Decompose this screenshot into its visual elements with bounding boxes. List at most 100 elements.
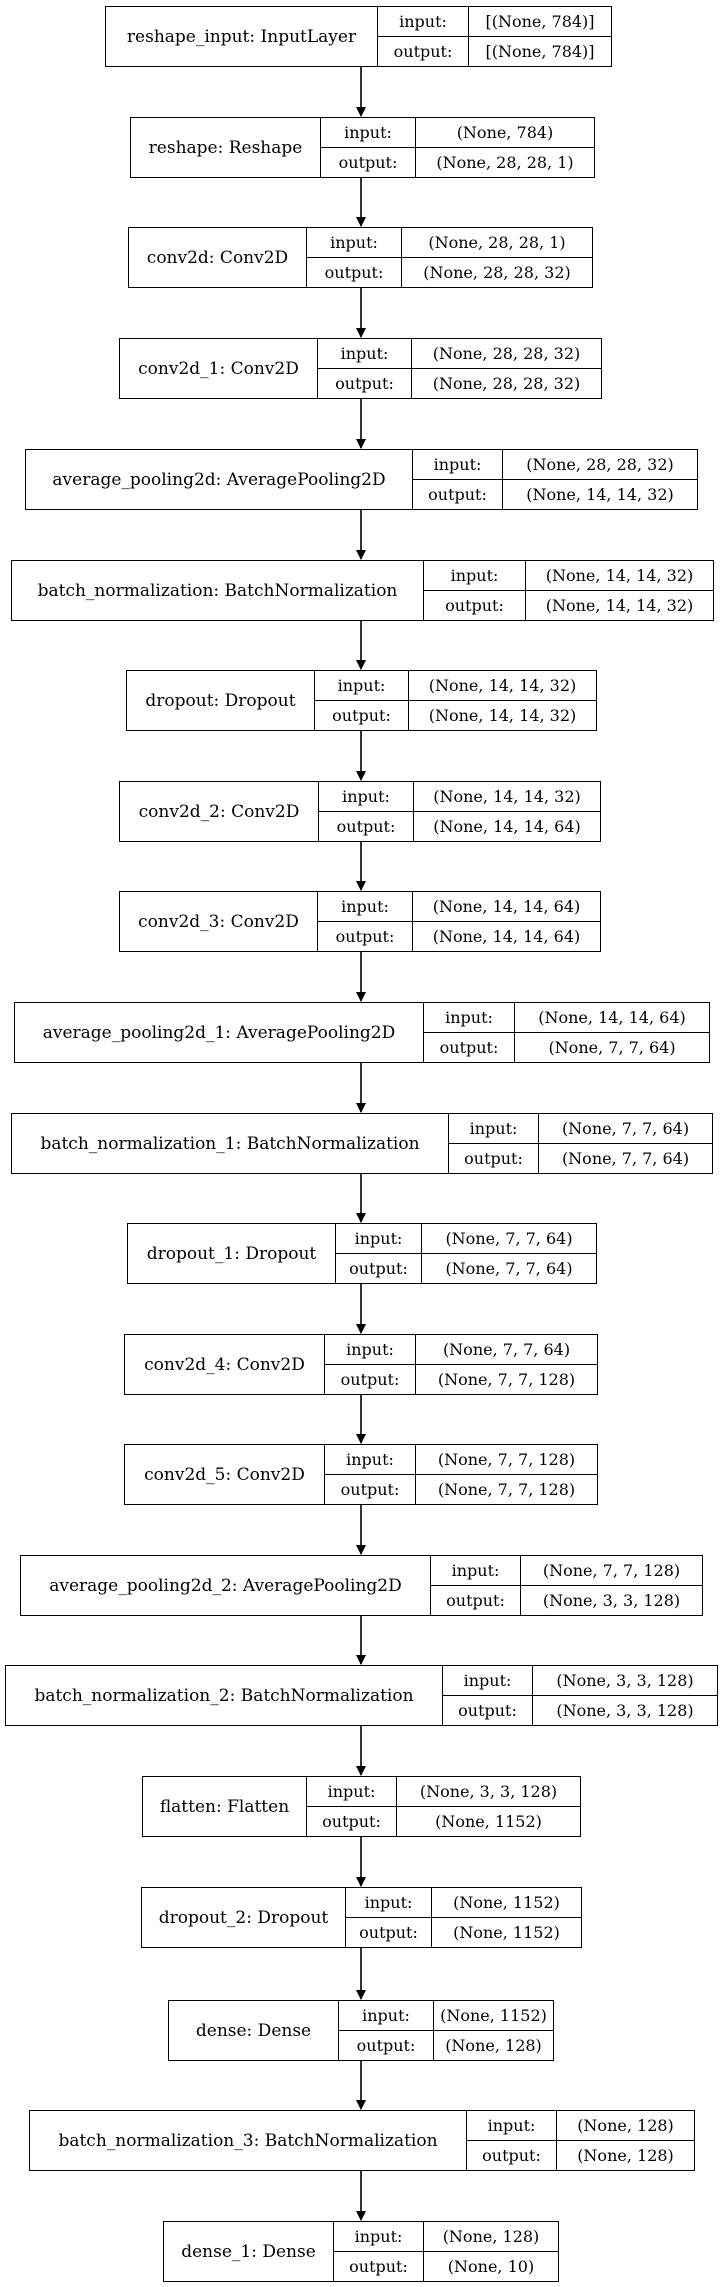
input-row: input: (None, 128) xyxy=(467,2111,694,2140)
layer-shape-table: input: [(None, 784)] output: [(None, 784)] xyxy=(378,7,611,66)
output-shape: (None, 7, 7, 64) xyxy=(561,1149,690,1168)
layer-node-average-pooling2d-2: average_pooling2d_2: AveragePooling2D inp… xyxy=(20,1555,703,1616)
input-shape: (None, 3, 3, 128) xyxy=(556,1671,694,1690)
layer-shape-table: input: (None, 128) output: (None, 10) xyxy=(334,2222,558,2281)
output-row: output: (None, 28, 28, 32) xyxy=(307,257,592,287)
output-row: output: (None, 1152) xyxy=(307,1806,580,1836)
output-label: output: xyxy=(413,480,503,509)
layer-node-dropout: dropout: Dropout input: (None, 14, 14, 32)… xyxy=(126,670,597,731)
output-label: output: xyxy=(318,922,413,951)
input-label: input: xyxy=(307,228,402,257)
output-shape: (None, 10) xyxy=(447,2257,535,2276)
layer-shape-table: input: (None, 14, 14, 32) output: (None, 14… xyxy=(319,782,600,841)
input-shape: (None, 28, 28, 32) xyxy=(526,455,674,474)
layer-name: batch_normalization_2: BatchNormalizatio… xyxy=(6,1666,443,1725)
input-shape: (None, 14, 14, 64) xyxy=(432,897,581,916)
layer-node-average-pooling2d-1: average_pooling2d_1: AveragePooling2D inp… xyxy=(14,1002,710,1063)
output-shape: (None, 1152) xyxy=(435,1812,542,1831)
input-label: input: xyxy=(325,1335,416,1364)
input-shape: (None, 14, 14, 32) xyxy=(433,787,581,806)
input-shape: (None, 14, 14, 32) xyxy=(545,566,694,585)
output-shape: [(None, 784)] xyxy=(485,42,595,61)
input-shape: (None, 784) xyxy=(456,123,554,142)
layer-node-conv2d: conv2d: Conv2D input: (None, 28, 28, 1) out… xyxy=(128,227,593,288)
layer-name: dense: Dense xyxy=(169,2001,339,2060)
input-label: input: xyxy=(334,2222,424,2251)
layer-name: dropout_2: Dropout xyxy=(142,1888,346,1947)
input-label: input: xyxy=(449,1114,539,1143)
input-label: input: xyxy=(325,1445,416,1474)
output-shape: (None, 14, 14, 64) xyxy=(432,927,581,946)
output-shape: (None, 14, 14, 64) xyxy=(433,817,581,836)
input-shape: (None, 128) xyxy=(442,2227,540,2246)
input-shape: (None, 28, 28, 1) xyxy=(428,233,566,252)
layer-name: conv2d_1: Conv2D xyxy=(120,339,318,398)
output-shape: (None, 3, 3, 128) xyxy=(556,1701,694,1720)
input-label: input: xyxy=(431,1556,521,1585)
input-label: input: xyxy=(443,1666,533,1695)
output-row: output: (None, 28, 28, 32) xyxy=(318,368,601,398)
output-row: output: (None, 7, 7, 64) xyxy=(424,1032,709,1062)
layer-name: conv2d_5: Conv2D xyxy=(125,1445,325,1504)
layer-node-dense: dense: Dense input: (None, 1152) output: (No… xyxy=(168,2000,554,2061)
layer-shape-table: input: (None, 28, 28, 1) output: (None, 28,… xyxy=(307,228,592,287)
layer-shape-table: input: (None, 3, 3, 128) output: (None, 3, … xyxy=(443,1666,717,1725)
input-shape: (None, 3, 3, 128) xyxy=(419,1782,558,1801)
layer-node-average-pooling2d: average_pooling2d: AveragePooling2D input… xyxy=(25,449,698,510)
layer-node-dropout-1: dropout_1: Dropout input: (None, 7, 7, 64)… xyxy=(127,1223,597,1284)
input-label: input: xyxy=(336,1224,422,1253)
input-label: input: xyxy=(346,1888,432,1917)
input-row: input: (None, 784) xyxy=(321,118,594,147)
layer-name: conv2d_2: Conv2D xyxy=(120,782,319,841)
output-label: output: xyxy=(336,1254,422,1283)
output-shape: (None, 128) xyxy=(577,2146,674,2165)
input-shape: (None, 7, 7, 128) xyxy=(542,1561,681,1580)
input-label: input: xyxy=(467,2111,557,2140)
input-row: input: (None, 7, 7, 64) xyxy=(325,1335,597,1364)
layer-node-batch-normalization-3: batch_normalization_3: BatchNormalizatio… xyxy=(29,2110,695,2171)
output-shape: (None, 1152) xyxy=(453,1923,560,1942)
input-row: input: (None, 28, 28, 32) xyxy=(318,339,601,368)
layer-name: average_pooling2d_2: AveragePooling2D xyxy=(21,1556,431,1615)
input-row: input: (None, 3, 3, 128) xyxy=(307,1777,580,1806)
output-label: output: xyxy=(307,1807,397,1836)
output-row: output: (None, 7, 7, 64) xyxy=(336,1253,596,1283)
output-label: output: xyxy=(315,701,409,730)
layer-node-conv2d-3: conv2d_3: Conv2D input: (None, 14, 14, 64)… xyxy=(119,891,601,952)
input-row: input: (None, 14, 14, 64) xyxy=(318,892,600,921)
layer-shape-table: input: (None, 7, 7, 64) output: (None, 7, 7… xyxy=(325,1335,597,1394)
layer-shape-table: input: (None, 14, 14, 64) output: (None, 14… xyxy=(318,892,600,951)
input-shape: [(None, 784)] xyxy=(485,12,595,31)
input-row: input: (None, 14, 14, 32) xyxy=(315,671,596,700)
output-row: output: (None, 128) xyxy=(467,2140,694,2170)
input-shape: (None, 14, 14, 64) xyxy=(538,1008,686,1027)
output-shape: (None, 14, 14, 32) xyxy=(526,485,674,504)
output-label: output: xyxy=(321,148,416,177)
layer-node-conv2d-5: conv2d_5: Conv2D input: (None, 7, 7, 128) o… xyxy=(124,1444,598,1505)
output-row: output: (None, 10) xyxy=(334,2251,558,2281)
layer-name: average_pooling2d: AveragePooling2D xyxy=(26,450,413,509)
output-row: output: (None, 3, 3, 128) xyxy=(431,1585,702,1615)
output-row: output: (None, 7, 7, 128) xyxy=(325,1474,597,1504)
input-label: input: xyxy=(318,339,412,368)
input-shape: (None, 7, 7, 128) xyxy=(437,1450,576,1469)
input-row: input: (None, 14, 14, 32) xyxy=(319,782,600,811)
input-label: input: xyxy=(321,118,416,147)
input-row: input: (None, 128) xyxy=(334,2222,558,2251)
layer-name: flatten: Flatten xyxy=(143,1777,307,1836)
layer-name: conv2d_4: Conv2D xyxy=(125,1335,325,1394)
input-label: input: xyxy=(315,671,409,700)
output-shape: (None, 7, 7, 64) xyxy=(548,1038,676,1057)
output-row: output: (None, 14, 14, 64) xyxy=(318,921,600,951)
layer-node-reshape-input: reshape_input: InputLayer input: [(None, 7… xyxy=(105,6,612,67)
output-shape: (None, 7, 7, 64) xyxy=(445,1259,573,1278)
output-shape: (None, 7, 7, 128) xyxy=(437,1370,576,1389)
input-row: input: (None, 3, 3, 128) xyxy=(443,1666,717,1695)
output-label: output: xyxy=(334,2252,424,2281)
input-label: input: xyxy=(339,2001,434,2030)
input-row: input: (None, 14, 14, 64) xyxy=(424,1003,709,1032)
layer-shape-table: input: (None, 28, 28, 32) output: (None, 28… xyxy=(318,339,601,398)
output-label: output: xyxy=(307,258,402,287)
